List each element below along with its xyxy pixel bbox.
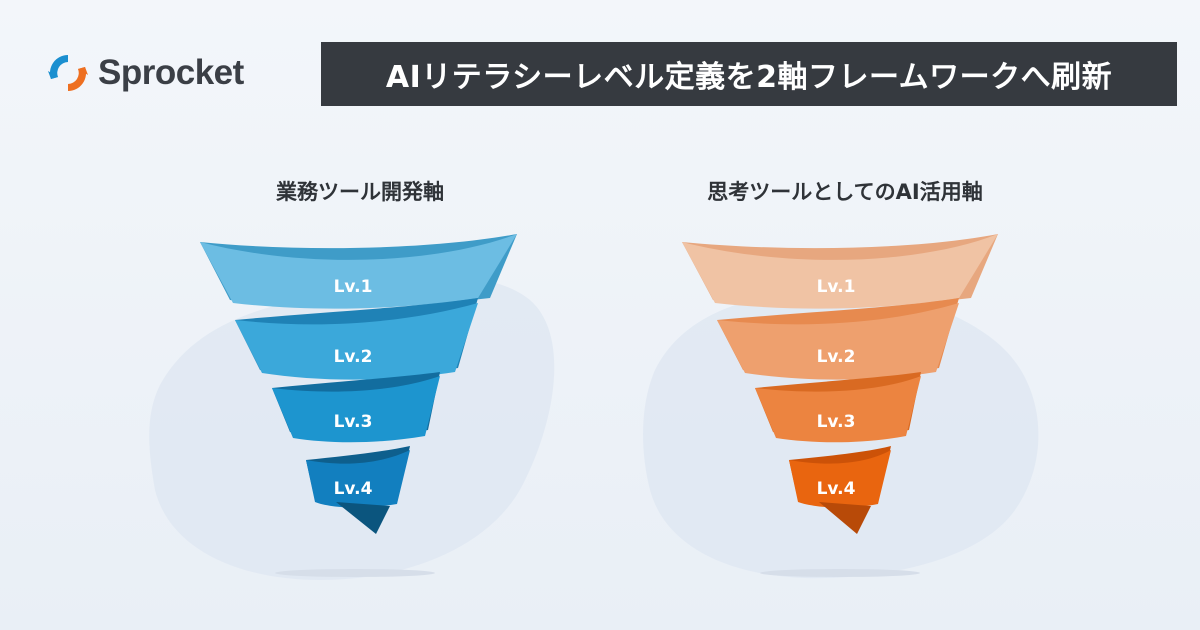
level-label-1: Lv.1 <box>334 277 373 297</box>
panel-business-tool-axis: Lv.1 Lv.2 Lv.3 Lv.4 業務ツール開発軸 <box>100 160 620 600</box>
ribbon-tier-4 <box>306 450 410 508</box>
ribbon-tier-3 <box>272 376 440 443</box>
ribbon-tier-1 <box>200 234 517 309</box>
ribbon-tail <box>336 502 390 534</box>
level-label-2: Lv.2 <box>334 347 373 367</box>
ribbon-tail <box>819 502 871 534</box>
brand-name: Sprocket <box>98 53 244 92</box>
level-label-2: Lv.2 <box>817 347 856 367</box>
panel-title: 業務ツール開発軸 <box>276 180 444 204</box>
funnel-blue: Lv.1 Lv.2 Lv.3 Lv.4 <box>149 234 555 580</box>
ribbon-tier-2 <box>717 303 959 380</box>
ribbon-tier-2 <box>235 303 478 380</box>
sprocket-logo-icon <box>48 54 88 92</box>
level-label-3: Lv.3 <box>817 412 856 432</box>
funnel-orange: Lv.1 Lv.2 Lv.3 Lv.4 <box>643 234 1039 579</box>
ribbon-tier-1 <box>682 234 998 309</box>
floor-shadow <box>760 569 920 577</box>
level-label-4: Lv.4 <box>334 479 373 499</box>
panel-ai-thinking-tool-axis: Lv.1 Lv.2 Lv.3 Lv.4 思考ツールとしてのAI活用軸 <box>585 160 1105 600</box>
level-label-1: Lv.1 <box>817 277 856 297</box>
title-banner: AIリテラシーレベル定義を2軸フレームワークへ刷新 <box>321 42 1177 106</box>
panel-title: 思考ツールとしてのAI活用軸 <box>707 180 983 204</box>
ribbon-tier-3 <box>755 376 921 443</box>
level-label-4: Lv.4 <box>817 479 856 499</box>
brand-logo: Sprocket <box>46 50 244 96</box>
page-title: AIリテラシーレベル定義を2軸フレームワークへ刷新 <box>385 60 1113 95</box>
ribbon-tier-4 <box>789 450 891 508</box>
level-label-3: Lv.3 <box>334 412 373 432</box>
floor-shadow <box>275 569 435 577</box>
